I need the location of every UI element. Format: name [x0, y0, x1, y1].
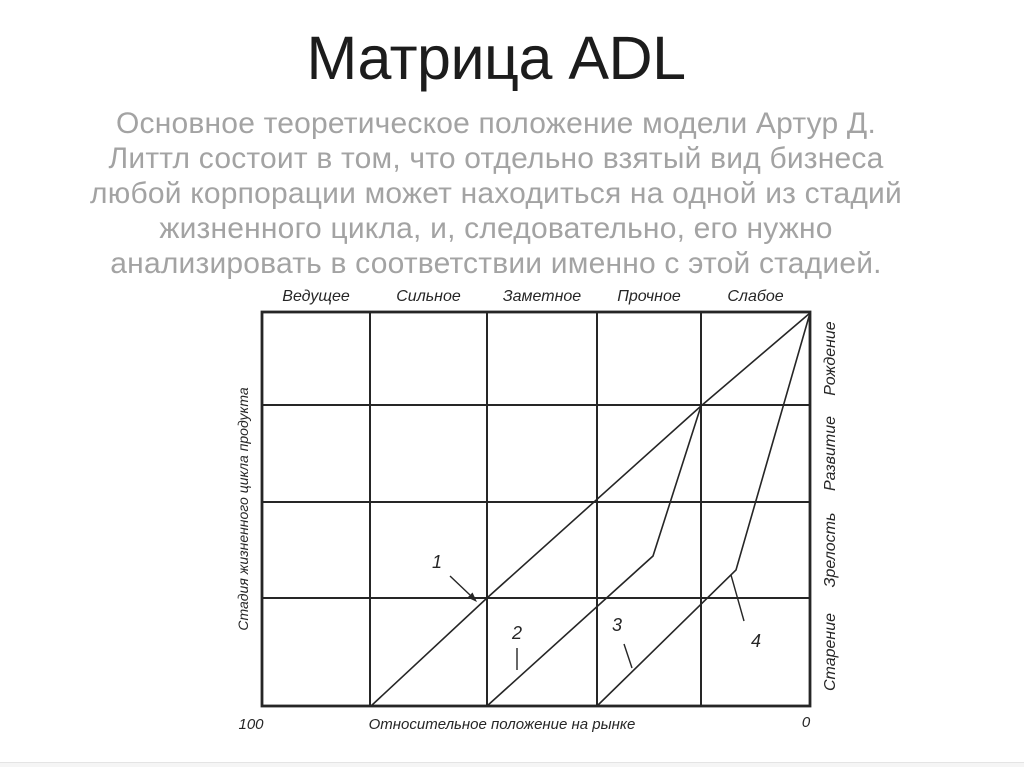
row-label-4: Старение: [822, 613, 839, 691]
trajectory-line-2: [486, 405, 702, 707]
column-header-2: Сильное: [396, 288, 461, 305]
column-header-5: Слабое: [727, 288, 783, 305]
callout-label-3: 3: [612, 615, 622, 635]
body-text-line: Литтл состоит в том, что отдельно взятый…: [108, 142, 884, 175]
row-label-1: Рождение: [822, 321, 839, 395]
column-header-4: Прочное: [617, 288, 681, 305]
matrix-border: [260, 310, 812, 708]
callout-label-1: 1: [432, 552, 442, 572]
slide-title: Матрица ADL: [306, 24, 687, 92]
callout-label-2: 2: [511, 623, 522, 643]
row-label-3: Зрелость: [822, 513, 839, 588]
body-text-line: любой корпорации может находиться на одн…: [90, 177, 902, 210]
callout-pointer-1: [449, 575, 471, 596]
trajectory-line-3: [596, 312, 811, 707]
slide-body-text: Основное теоретическое положение модели …: [0, 106, 992, 281]
row-label-2: Развитие: [822, 416, 839, 491]
x-axis-label: Относительное положение на рынке: [369, 716, 636, 733]
column-header-1: Ведущее: [282, 288, 350, 305]
trajectory-line-1: [370, 312, 811, 707]
slide-bottom-edge: [0, 762, 1024, 767]
body-text-line: анализировать в соответствии именно с эт…: [110, 247, 882, 280]
column-header-3: Заметное: [503, 288, 581, 305]
x-axis-left-value: 100: [238, 716, 264, 733]
callout-pointer-4: [730, 574, 745, 622]
callout-label-4: 4: [751, 631, 761, 651]
callout-arrowhead-1: [467, 592, 477, 602]
x-axis-right-value: 0: [802, 714, 811, 731]
callout-pointer-3: [623, 643, 633, 669]
y-axis-label: Стадия жизненного цикла продукта: [235, 387, 251, 630]
body-text-line: Основное теоретическое положение модели …: [116, 107, 876, 140]
body-text-line: жизненного цикла, и, следовательно, его …: [159, 212, 833, 245]
